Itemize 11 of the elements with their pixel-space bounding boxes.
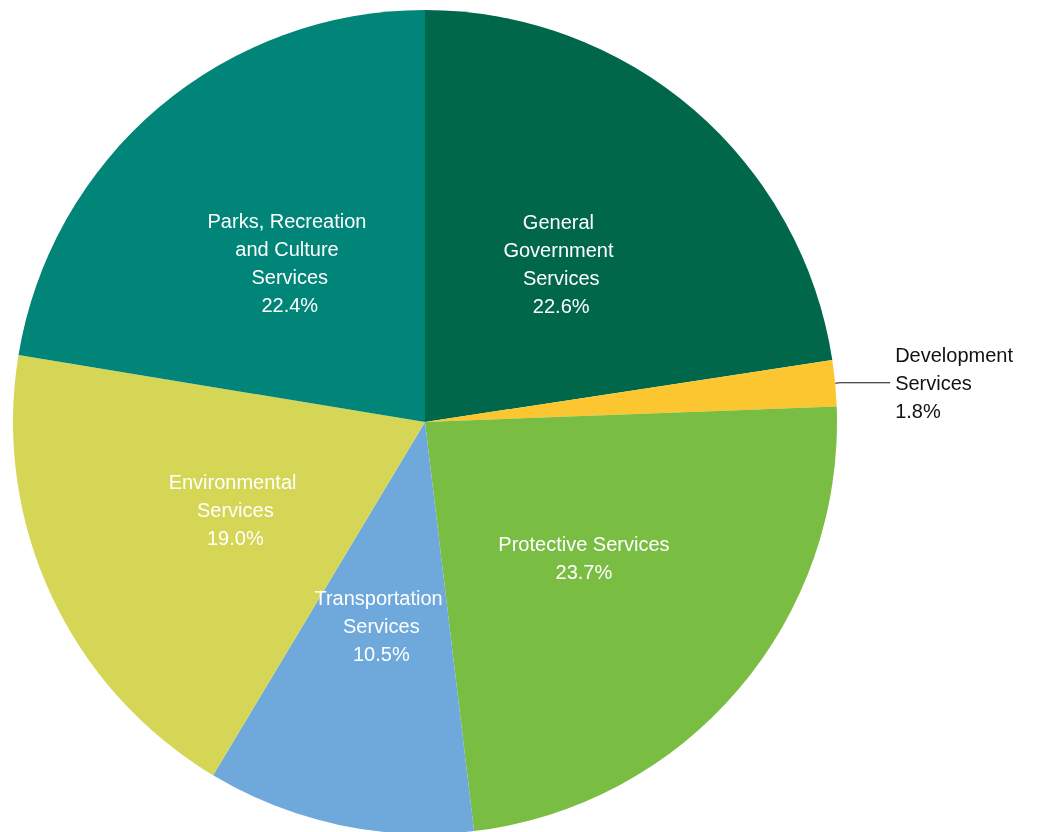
- slice-label: Parks, Recreation and Culture Services: [207, 209, 373, 288]
- slice-label: Development Services: [895, 343, 1019, 394]
- slice-label: General Government Services: [503, 210, 620, 289]
- data-label: 1.8%: [895, 399, 941, 422]
- slice-label: Protective Services: [498, 532, 670, 555]
- data-label: 22.4%: [261, 293, 319, 316]
- data-label: 22.6%: [532, 294, 590, 317]
- data-label: 10.5%: [352, 643, 410, 666]
- data-label: 23.7%: [555, 560, 613, 583]
- data-label: 19.0%: [206, 526, 264, 549]
- slice-label: Environmental Services: [168, 470, 303, 521]
